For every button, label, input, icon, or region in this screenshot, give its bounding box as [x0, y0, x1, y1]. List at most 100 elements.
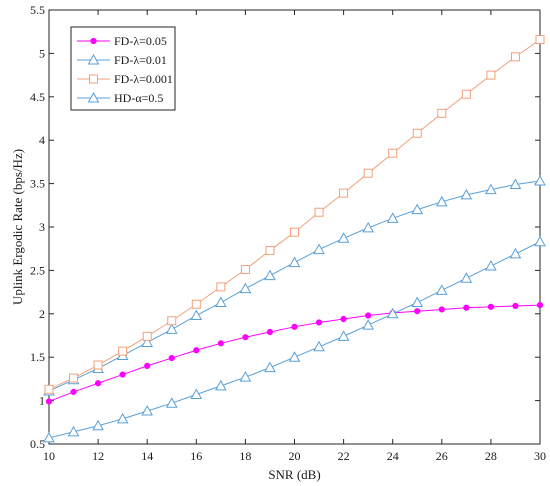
data-point	[363, 168, 373, 178]
legend-item: FD-λ=0.05	[77, 34, 167, 48]
legend-label: FD-λ=0.01	[114, 53, 167, 67]
data-point	[461, 89, 471, 99]
data-point	[116, 412, 129, 424]
data-point	[315, 319, 323, 326]
data-point	[535, 35, 545, 45]
y-tick-label: 3.5	[30, 177, 45, 191]
data-point	[460, 272, 473, 283]
data-point	[217, 340, 224, 347]
y-tick-label: 3	[39, 220, 45, 234]
data-point	[291, 323, 298, 330]
data-point	[386, 212, 399, 223]
legend-marker	[87, 91, 100, 103]
x-tick-label: 28	[485, 449, 497, 463]
data-point	[95, 380, 102, 387]
series-4	[43, 235, 546, 443]
y-tick-label: 1.5	[30, 350, 45, 364]
data-point	[510, 52, 520, 62]
data-point	[412, 128, 422, 138]
x-axis-label: SNR (dB)	[268, 467, 320, 482]
data-point	[118, 346, 128, 356]
data-point	[265, 245, 275, 255]
y-tick-label: 5.5	[30, 3, 45, 17]
data-point	[509, 178, 522, 189]
series-layer	[43, 35, 546, 443]
data-point	[215, 379, 227, 391]
data-point	[339, 188, 349, 198]
data-point	[70, 388, 77, 396]
data-point	[167, 316, 177, 326]
x-tick-label: 22	[338, 449, 350, 463]
data-point	[362, 319, 374, 330]
data-point	[93, 360, 103, 370]
data-point	[534, 235, 546, 247]
data-point	[69, 373, 79, 383]
data-point	[165, 397, 178, 408]
data-point	[242, 334, 249, 341]
legend-item: FD-λ=0.01	[77, 53, 167, 67]
data-point	[414, 308, 421, 315]
data-point	[216, 282, 226, 292]
data-point	[411, 203, 424, 215]
data-point	[141, 336, 154, 347]
data-point	[264, 269, 276, 281]
data-point	[486, 70, 496, 80]
legend-label: FD-λ=0.001	[114, 72, 173, 86]
legend-item: FD-λ=0.001	[77, 72, 173, 86]
data-point	[313, 340, 325, 352]
legend-marker	[87, 53, 100, 65]
legend-label: FD-λ=0.05	[114, 34, 167, 48]
y-tick-label: 5	[39, 46, 45, 60]
data-point	[190, 388, 203, 400]
data-point	[67, 425, 80, 437]
data-point	[191, 299, 201, 309]
data-point	[337, 330, 350, 341]
data-point	[264, 361, 276, 373]
x-tick-label: 26	[436, 449, 448, 463]
legend: FD-λ=0.05 FD-λ=0.01 FD-λ=0.001 HD-α=0.5	[70, 26, 176, 111]
data-point	[411, 296, 424, 308]
data-point	[141, 404, 154, 416]
legend-label: HD-α=0.5	[114, 91, 163, 105]
data-point	[435, 195, 448, 207]
data-point	[460, 188, 473, 200]
x-tick-label: 14	[141, 449, 153, 463]
y-tick-label: 4	[39, 133, 45, 147]
data-point	[190, 309, 203, 321]
data-point	[288, 351, 301, 362]
y-tick-label: 1	[39, 394, 45, 408]
data-point	[92, 419, 104, 431]
data-point	[288, 256, 301, 268]
legend-item: HD-α=0.5	[77, 91, 163, 105]
data-point	[437, 108, 447, 118]
x-tick-label: 24	[387, 449, 399, 463]
legend-marker	[89, 74, 98, 84]
data-point	[44, 384, 54, 394]
data-point	[313, 243, 325, 255]
data-point	[509, 247, 522, 259]
data-point	[487, 303, 494, 310]
y-tick-label: 4.5	[30, 90, 45, 104]
data-point	[463, 304, 470, 311]
y-axis: 0.5 1 1.5 2 2.5 3 3.5 4 4.5 5 5.5	[30, 3, 540, 451]
data-point	[215, 296, 227, 308]
data-point	[119, 371, 126, 378]
data-point	[239, 371, 252, 382]
data-point	[290, 227, 299, 237]
x-tick-label: 16	[190, 449, 202, 463]
x-tick-label: 12	[92, 449, 104, 463]
data-point	[240, 265, 250, 275]
x-tick-label: 30	[534, 449, 546, 463]
data-point	[438, 306, 445, 313]
y-tick-label: 2	[39, 307, 45, 321]
x-tick-label: 18	[239, 449, 251, 463]
x-axis: 10 12 14 16 18 20 22 24 26 28 30	[43, 10, 546, 463]
data-point	[534, 174, 546, 186]
y-axis-label: Uplink Ergodic Rate (bps/Hz)	[10, 149, 25, 305]
x-tick-label: 10	[43, 449, 55, 463]
data-point	[165, 323, 178, 334]
data-point	[485, 260, 497, 271]
data-point	[435, 284, 448, 295]
data-point	[388, 148, 398, 158]
data-point	[365, 312, 372, 319]
